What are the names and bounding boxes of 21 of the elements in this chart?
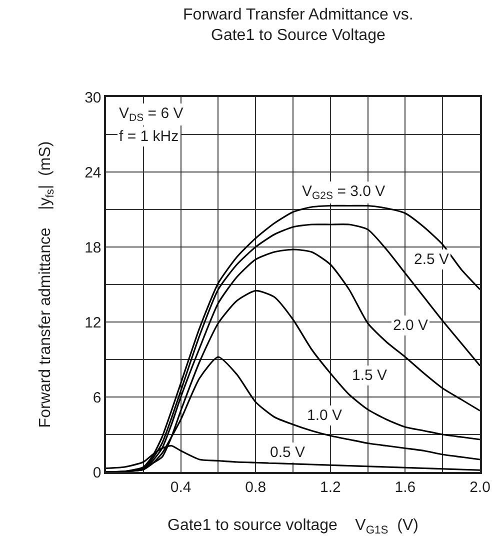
y-tick-label: 12	[84, 314, 102, 332]
y-tick-label: 30	[84, 89, 102, 106]
x-tick-label: 0.8	[245, 478, 266, 496]
chart-title: Forward Transfer Admittance vs. Gate1 to Source Voltage	[183, 6, 414, 44]
x-tick-label: 0.4	[170, 478, 192, 496]
annotation: 0.5 V	[270, 444, 306, 461]
annotation: 1.5 V	[352, 367, 388, 384]
annotation: V$_{DS}$ = 6 V	[119, 105, 184, 124]
annotation: f = 1 kHz	[119, 128, 179, 145]
y-tick-label: 0	[92, 464, 102, 482]
y-tick-label: 6	[92, 389, 102, 406]
x-tick-label: 1.6	[394, 478, 416, 496]
x-tick-label: 1.2	[320, 478, 341, 496]
y-tick-label: 18	[84, 239, 102, 256]
annotation: 1.0 V	[307, 407, 342, 424]
x-tick-label: 2.0	[470, 478, 490, 496]
x-axis-title: Gate1 to source voltage V$_{G1S}$ (V)	[168, 516, 418, 536]
annotation: 2.5 V	[414, 251, 450, 268]
y-tick-label: 24	[84, 164, 102, 182]
annotation: V$_{G2S}$ = 3.0 V	[302, 183, 386, 202]
annotation: 2.0 V	[393, 317, 428, 334]
